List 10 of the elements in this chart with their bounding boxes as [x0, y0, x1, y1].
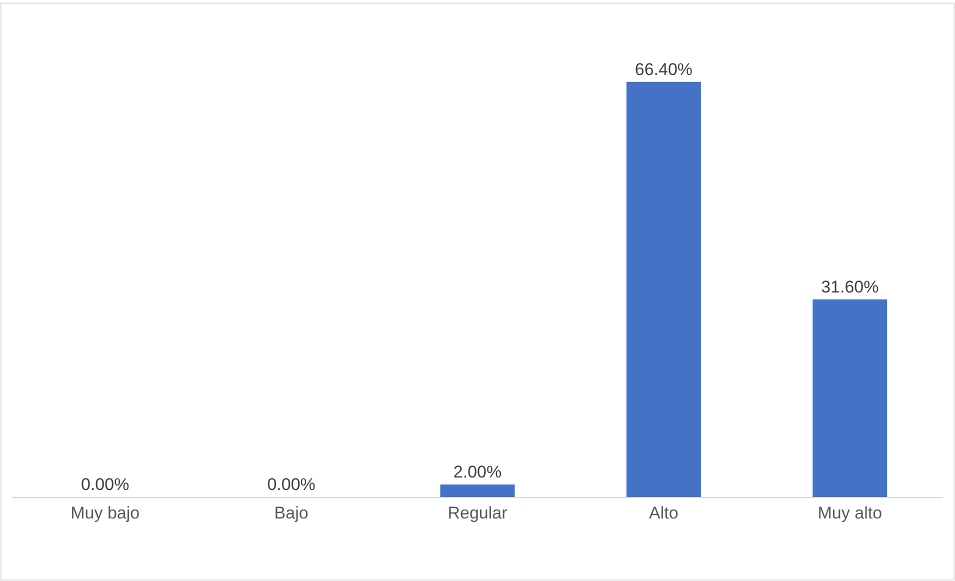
data-label: 0.00%	[267, 475, 316, 494]
x-tick-label: Muy alto	[818, 503, 882, 522]
data-label: 2.00%	[453, 462, 502, 482]
x-tick-label: Bajo	[274, 503, 308, 522]
x-tick-label: Regular	[448, 503, 508, 522]
x-tick-label: Muy bajo	[70, 503, 140, 522]
data-label: 31.60%	[821, 277, 879, 296]
x-tick-label: Alto	[649, 503, 678, 522]
data-label: 66.40%	[634, 60, 693, 79]
data-label: 0.00%	[81, 475, 130, 494]
